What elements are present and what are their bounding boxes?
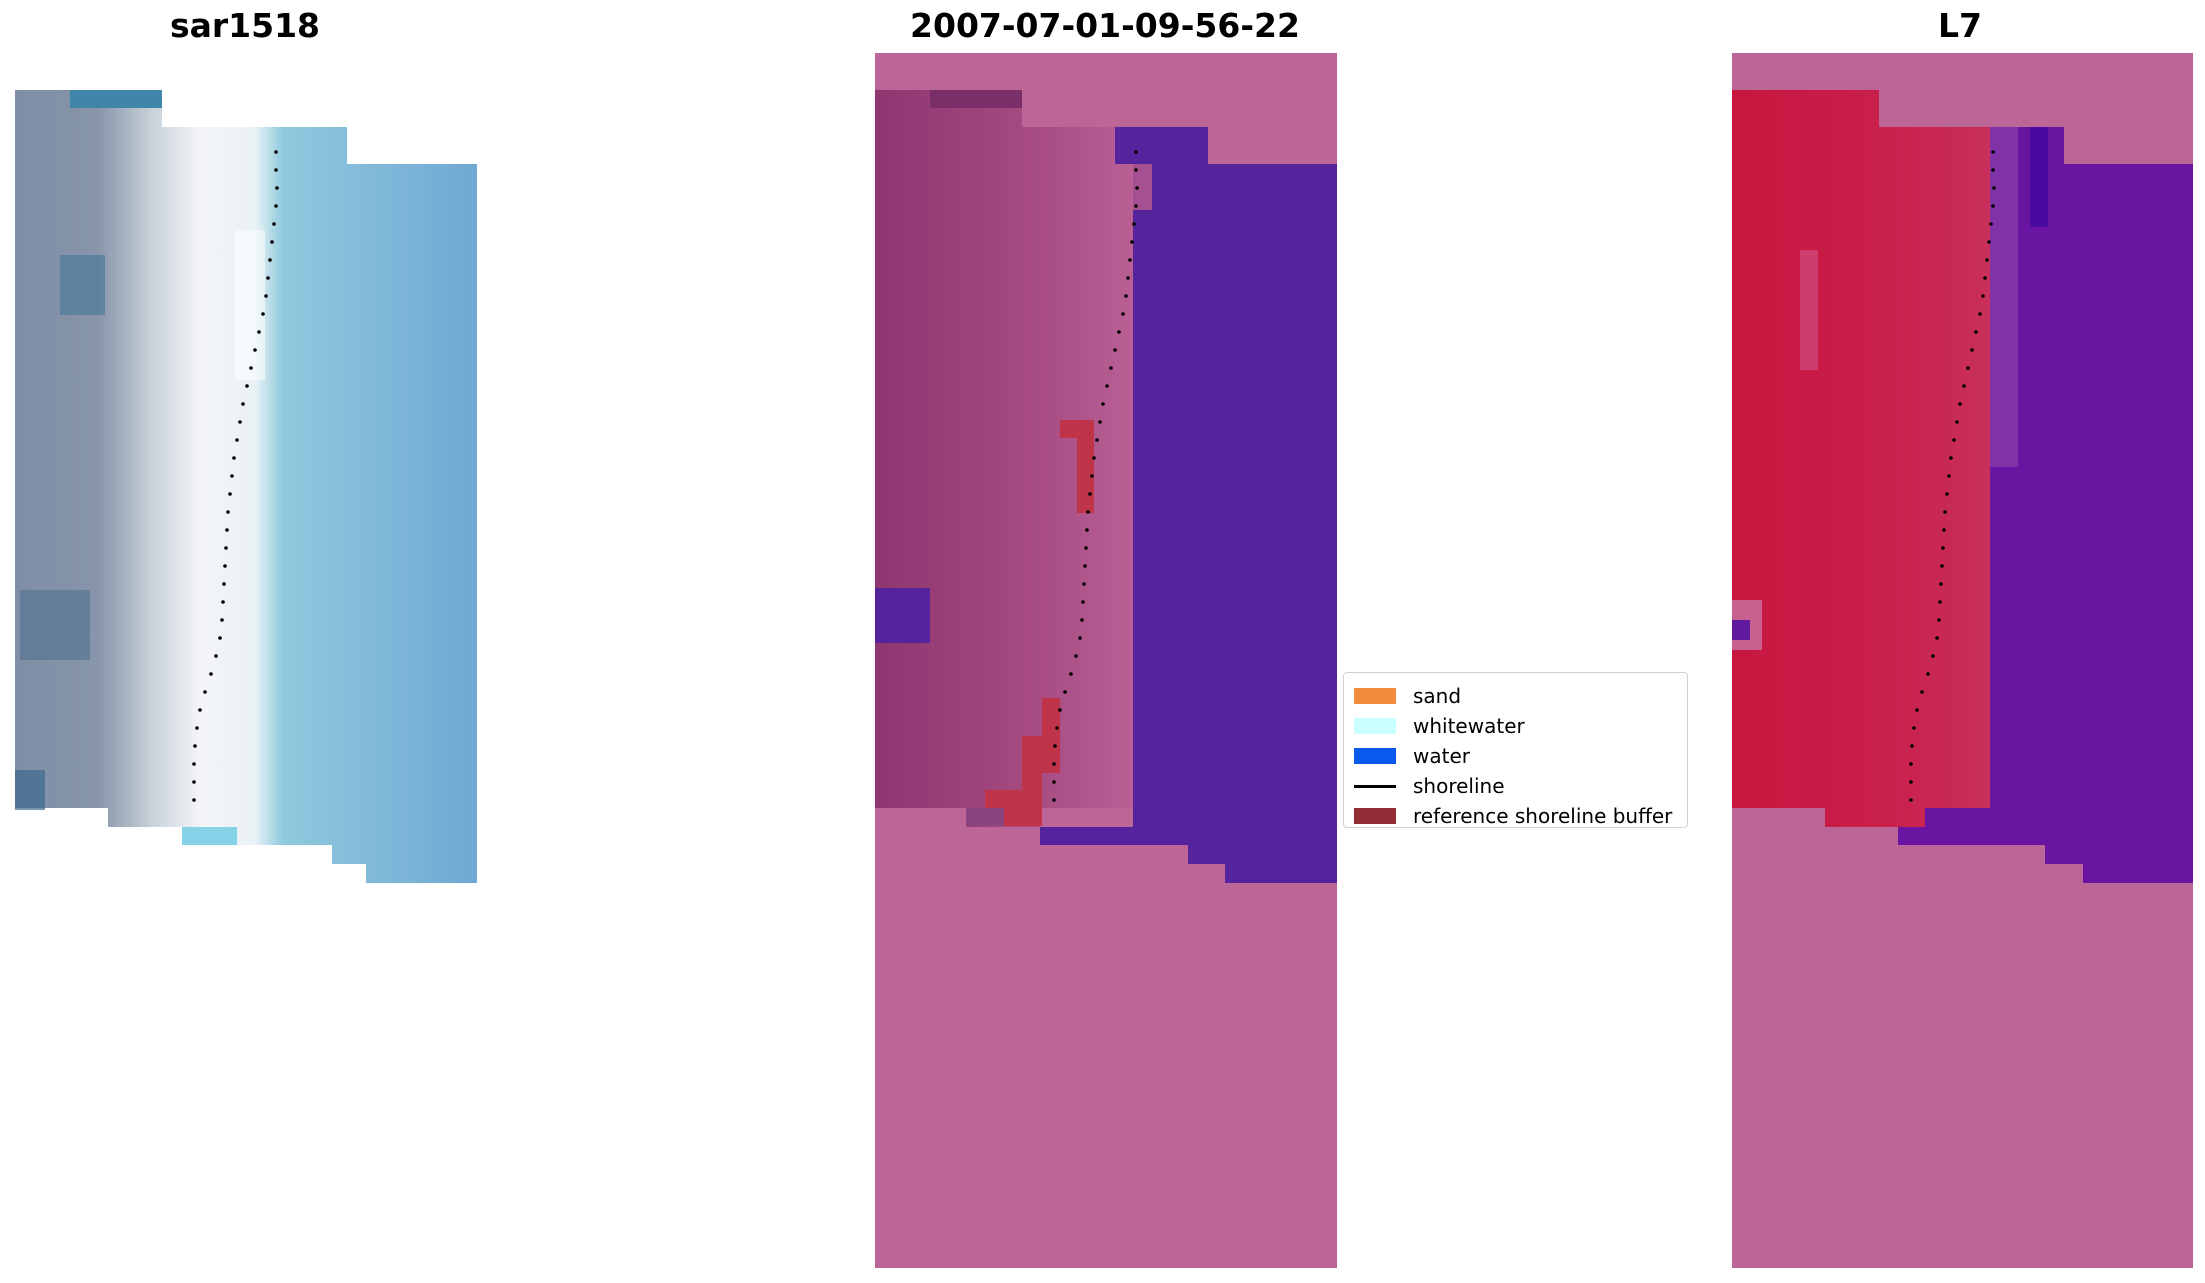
legend-item-sand: sand <box>1354 681 1677 711</box>
panel-title-classified: 2007-07-01-09-56-22 <box>910 6 1300 45</box>
legend-label: shoreline <box>1413 774 1505 798</box>
legend-item-water: water <box>1354 741 1677 771</box>
panel-title-rgb: sar1518 <box>169 6 321 45</box>
shoreline-line-icon <box>1354 784 1396 788</box>
shoreline-dots-panel-1 <box>192 150 279 802</box>
legend-label: sand <box>1413 684 1462 708</box>
sand-swatch <box>1354 688 1396 704</box>
l7-index-image <box>1732 53 2193 1268</box>
legend-item-whitewater: whitewater <box>1354 711 1677 741</box>
buffer-swatch <box>1354 808 1396 824</box>
legend-item-reference-shoreline-buffer: reference shoreline buffer <box>1354 801 1677 831</box>
water-swatch <box>1354 748 1396 764</box>
shoreline-dots-panel-2 <box>1052 150 1139 802</box>
legend-label: whitewater <box>1413 714 1525 738</box>
classified-image <box>875 53 1337 1268</box>
panel-title-index: L7 <box>1938 6 1982 45</box>
legend-item-shoreline: shoreline <box>1354 771 1677 801</box>
legend-label: water <box>1413 744 1470 768</box>
whitewater-swatch <box>1354 718 1396 734</box>
legend: sand whitewater water shoreline referenc… <box>1343 672 1688 828</box>
legend-label: reference shoreline buffer <box>1413 804 1673 828</box>
shoreline-dots-panel-3 <box>1909 150 1996 802</box>
rgb-image <box>15 90 477 883</box>
